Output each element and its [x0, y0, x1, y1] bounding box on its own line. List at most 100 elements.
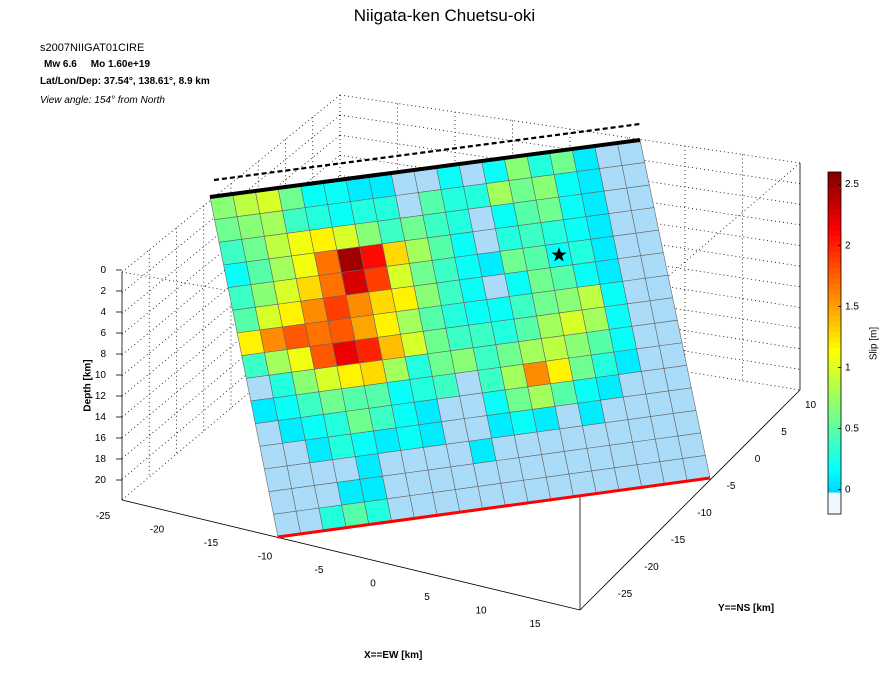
fault-bottom-edge: [277, 476, 711, 539]
colorbar-segment: [828, 508, 841, 515]
depth-tick-label: 16: [95, 433, 107, 444]
slip-cell: [640, 252, 669, 279]
colorbar-segment: [828, 257, 841, 264]
box-edge: [579, 162, 801, 353]
slip-cell: [626, 184, 655, 211]
colorbar-segment: [828, 273, 841, 280]
colorbar-segment: [828, 375, 841, 382]
y-tick-label: -25: [618, 589, 633, 600]
slip-cell: [286, 346, 315, 373]
box-edge: [579, 389, 801, 611]
colorbar-segment: [828, 289, 841, 296]
colorbar-tick-label: 0.5: [845, 424, 859, 435]
colorbar-segment: [828, 503, 841, 510]
slip-cell: [654, 319, 683, 347]
depth-axis-label: Depth [km]: [82, 359, 94, 412]
colorbar-tick-label: 1: [845, 362, 851, 373]
depth-tick-label: 0: [100, 265, 106, 276]
y-tick-label: -10: [697, 508, 712, 519]
x-tick-label: 5: [424, 592, 430, 603]
seismic-moment: Mo 1.60e+19: [90, 59, 151, 70]
colorbar-segment: [828, 401, 841, 408]
colorbar-segment: [828, 294, 841, 301]
box-edge: [121, 499, 581, 611]
slip-cell: [672, 410, 702, 437]
slip-cell: [218, 238, 247, 266]
colorbar-segment: [828, 428, 841, 435]
slip-cell: [259, 442, 288, 470]
y-tick-label: -20: [644, 562, 659, 573]
colorbar-segment: [828, 385, 841, 392]
colorbar-segment: [828, 252, 841, 259]
slip-cell: [336, 478, 365, 506]
depth-tick-label: 2: [100, 286, 106, 297]
x-tick-label: -20: [150, 525, 165, 536]
colorbar-frame: [827, 171, 842, 515]
colorbar-segment: [828, 326, 841, 333]
slip-cell: [250, 397, 279, 425]
slip-cell: [264, 349, 292, 376]
slip-cell: [304, 436, 333, 464]
slip-cell: [291, 485, 320, 512]
colorbar-segment: [828, 449, 841, 456]
x-tick-label: 0: [370, 579, 376, 590]
x-axis-label: X==EW [km]: [364, 650, 423, 661]
x-tick-label: -5: [315, 565, 324, 576]
colorbar-segment: [828, 396, 841, 403]
colorbar-segment: [828, 305, 841, 312]
slip-cell: [291, 368, 320, 396]
slip-cell: [245, 374, 274, 402]
slip-cell: [621, 162, 650, 189]
colorbar-segment: [828, 412, 841, 419]
depth-tick-label: 20: [95, 475, 107, 486]
colorbar-segment: [828, 337, 841, 344]
slip-cell: [282, 439, 311, 467]
slip-cell: [314, 482, 343, 509]
slip-cell: [668, 387, 697, 414]
slip-cell: [254, 303, 283, 331]
slip-cell: [268, 488, 297, 515]
colorbar-segment: [828, 284, 841, 291]
colorbar-segment: [828, 246, 841, 253]
colorbar-segment: [828, 204, 841, 211]
chart-title: Niigata-ken Chuetsu-oki: [353, 6, 536, 25]
colorbar-segment: [828, 439, 841, 446]
colorbar-segment: [828, 465, 841, 472]
depth-tick-label: 6: [100, 328, 106, 339]
slip-cell: [332, 456, 361, 483]
depth-tick-label: 18: [95, 454, 107, 465]
slip-cell: [644, 274, 674, 302]
colorbar-segment: [828, 225, 841, 232]
hypocenter-star-icon: [551, 247, 567, 262]
colorbar-tick-label: 2.5: [845, 179, 859, 190]
colorbar-segment: [828, 262, 841, 269]
x-tick-label: 10: [475, 606, 487, 617]
slip-cell: [223, 261, 252, 289]
x-tick-label: -10: [258, 552, 273, 563]
colorbar-segment: [828, 460, 841, 467]
colorbar: 0 0.5 1 1.5 2 2.5: [827, 171, 859, 515]
colorbar-segment: [828, 316, 841, 323]
colorbar-segment: [828, 220, 841, 227]
fault-slip-grid: [209, 122, 711, 539]
moment-magnitude: Mw 6.6: [44, 59, 77, 70]
colorbar-segment: [828, 177, 841, 184]
slip-cell: [264, 465, 293, 493]
slip-cell: [254, 420, 283, 447]
slip-cell: [232, 306, 261, 334]
colorbar-segment: [828, 172, 841, 178]
view-angle: View angle: 154° from North: [40, 95, 165, 106]
slip-cell: [268, 371, 297, 399]
depth-tick-label: 4: [100, 307, 106, 318]
colorbar-segment: [828, 343, 841, 349]
slip-cell: [250, 281, 279, 308]
colorbar-segment: [828, 455, 841, 462]
colorbar-segment: [828, 492, 841, 499]
colorbar-segment: [828, 497, 841, 504]
colorbar-segment: [828, 236, 841, 243]
colorbar-tick-label: 1.5: [845, 301, 859, 312]
fault-top-edge: [209, 138, 641, 199]
colorbar-segment: [828, 391, 841, 398]
slip-cell: [241, 352, 270, 379]
